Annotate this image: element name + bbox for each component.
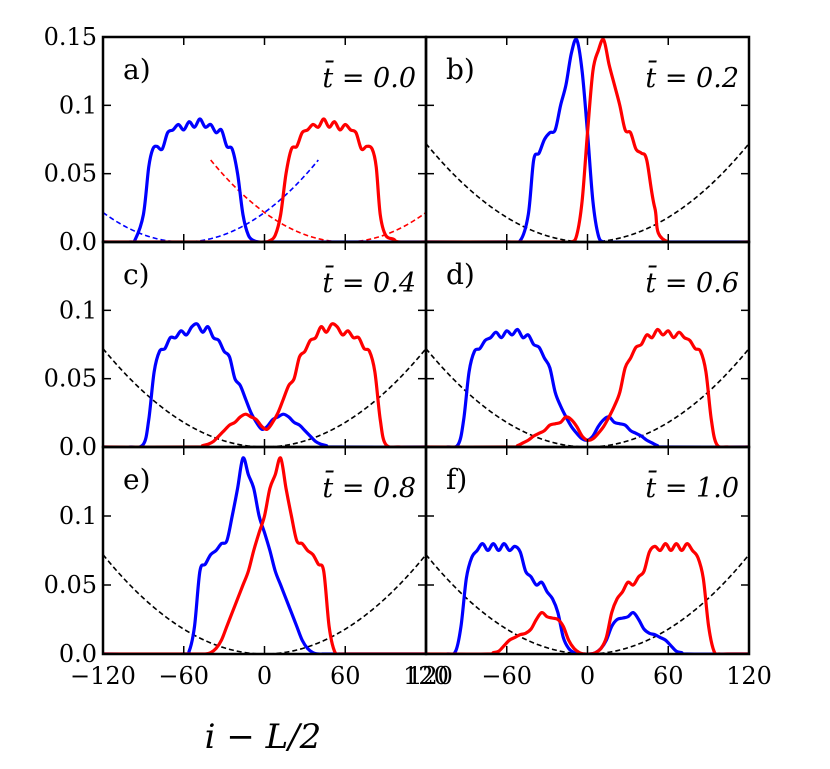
time-label: t̄ = 0.6 xyxy=(645,264,739,299)
panel-e: e) t̄ = 0.8 0.1 0.05 0.0−120 −60 0 60 120 xyxy=(44,445,449,690)
potential-trap xyxy=(426,348,749,447)
panel-b: b) t̄ = 0.2 xyxy=(424,35,751,244)
x-tick-label: −120 xyxy=(70,662,136,690)
y-tick-label: 0.0 xyxy=(59,640,97,668)
panel-label: f) xyxy=(446,463,467,496)
y-tick-label: 0.1 xyxy=(59,91,97,119)
series-red-line xyxy=(426,327,749,447)
x-tick-label: 120 xyxy=(407,662,453,690)
potential-trap xyxy=(103,554,426,654)
x-tick-label: 120 xyxy=(726,662,772,690)
x-tick-label: 120 xyxy=(403,662,449,690)
x-tick-label: 60 xyxy=(653,662,684,690)
panel-a: a) t̄ = 0.0 0.15 0.1 0.05 0.0 xyxy=(44,23,428,256)
series-blue-line xyxy=(426,327,749,447)
panel-f: f) t̄ = 1.0 −60 0 60 120 120 xyxy=(407,445,772,690)
time-label: t̄ = 0.0 xyxy=(322,59,416,94)
y-tick-label: 0.05 xyxy=(44,571,97,599)
time-label: t̄ = 0.2 xyxy=(645,59,739,94)
panel-c: c) t̄ = 0.4 0.1 0.05 0.0 xyxy=(44,240,428,461)
x-axis-label: i − L/2 xyxy=(205,717,322,757)
series-red-line xyxy=(103,456,426,654)
series-blue-line xyxy=(103,117,426,242)
series-red-line xyxy=(426,542,749,654)
y-tick-label: 0.1 xyxy=(59,296,97,324)
panel-label: a) xyxy=(123,53,151,86)
time-label: t̄ = 0.8 xyxy=(322,469,416,504)
y-tick-label: 0.05 xyxy=(44,365,97,393)
x-tick-label: 60 xyxy=(330,662,361,690)
series-red-line xyxy=(103,322,426,447)
potential-trap xyxy=(426,143,749,242)
x-tick-label: −60 xyxy=(481,662,532,690)
potential-trap xyxy=(103,348,426,447)
series-red-line xyxy=(103,117,426,242)
y-tick-label: 0.0 xyxy=(59,433,97,461)
potential-trap xyxy=(426,554,749,654)
panels-layer: a) t̄ = 0.0 0.15 0.1 0.05 0.0 b) t̄ = 0.2 c) t̄ =… xyxy=(44,23,772,690)
y-tick-label: 0.15 xyxy=(44,23,97,51)
y-tick-label: 0.05 xyxy=(44,160,97,188)
time-label: t̄ = 0.4 xyxy=(322,264,416,299)
time-label: t̄ = 1.0 xyxy=(645,469,739,504)
x-tick-label: 0 xyxy=(580,662,595,690)
x-tick-label: 0 xyxy=(257,662,272,690)
panel-label: e) xyxy=(123,463,151,496)
y-tick-label: 0.1 xyxy=(59,502,97,530)
panel-label: b) xyxy=(446,53,475,86)
series-blue-line xyxy=(103,456,426,654)
series-blue-line xyxy=(426,542,749,654)
series-blue-line xyxy=(103,322,426,447)
y-tick-label: 0.0 xyxy=(59,228,97,256)
panel-label: c) xyxy=(123,258,150,291)
potential-red-trap xyxy=(210,159,426,242)
panel-label: d) xyxy=(446,258,475,291)
x-tick-label: −60 xyxy=(158,662,209,690)
panel-d: d) t̄ = 0.6 xyxy=(424,240,751,449)
